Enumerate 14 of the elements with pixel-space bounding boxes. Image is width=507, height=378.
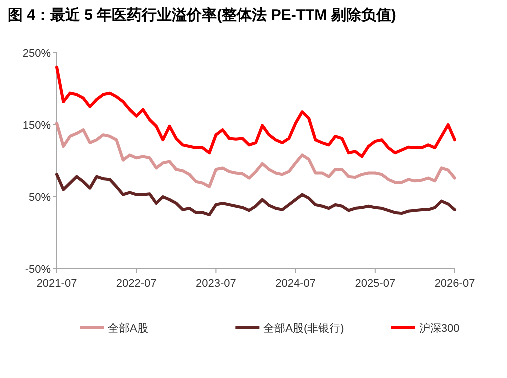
x-tick-label: 2024-07 bbox=[276, 278, 316, 290]
title: 图 4：最近 5 年医药行业溢价率(整体法 PE-TTM 剔除负值) bbox=[8, 7, 396, 24]
y-tick-label: 150% bbox=[22, 120, 52, 132]
legend-label: 全部A股 bbox=[108, 322, 148, 335]
x-tick-label: 2022-07 bbox=[116, 278, 157, 290]
legend-label: 全部A股(非银行) bbox=[264, 322, 344, 335]
y-tick-label: 250% bbox=[22, 48, 52, 60]
y-tick-label: -50% bbox=[25, 264, 52, 276]
legend-label: 沪深300 bbox=[419, 322, 460, 335]
x-tick-label: 2025-07 bbox=[355, 278, 396, 290]
x-tick-label: 2021-07 bbox=[36, 278, 78, 290]
y-tick-label: 50% bbox=[28, 192, 52, 204]
x-tick-label: 2023-07 bbox=[196, 278, 236, 290]
x-tick-label: 2026-07 bbox=[434, 278, 476, 290]
